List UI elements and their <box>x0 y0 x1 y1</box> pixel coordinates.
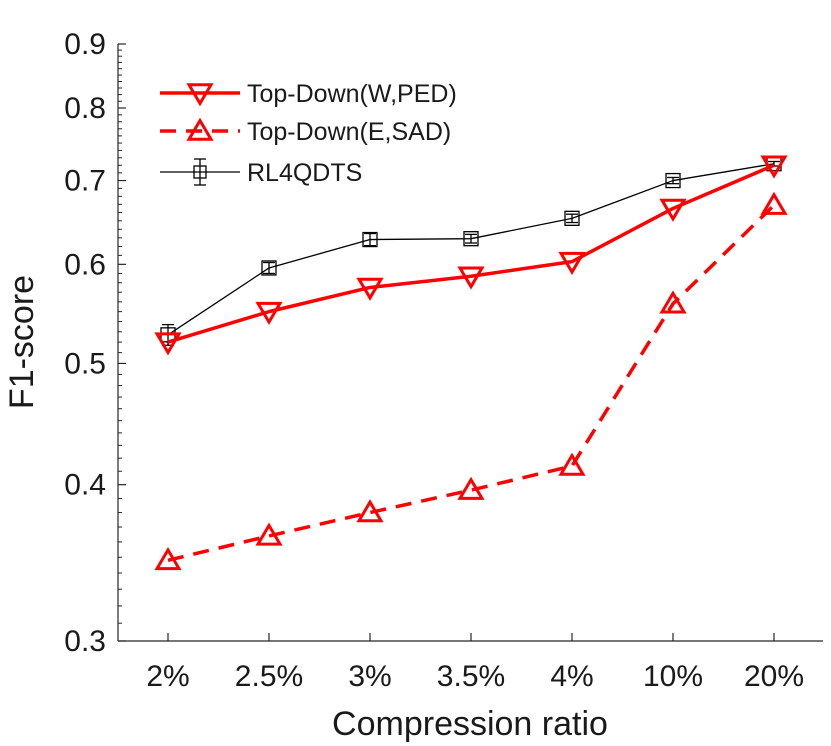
point-s0-1 <box>255 301 283 326</box>
series-line-1 <box>167 203 776 563</box>
legend-marker-0 <box>186 83 214 107</box>
point-s0-5 <box>659 198 687 222</box>
point-s0-0 <box>154 332 182 356</box>
y-tick-label: 0.6 <box>64 248 106 281</box>
point-s1-0 <box>154 546 182 571</box>
series-layer <box>154 155 788 571</box>
x-axis-title: Compression ratio <box>332 705 608 743</box>
point-s1-1 <box>255 522 283 546</box>
x-tick-label: 2% <box>146 660 189 693</box>
x-tick-label: 10% <box>643 660 703 693</box>
x-tick-label: 3% <box>348 660 391 693</box>
point-s2-5 <box>665 172 681 189</box>
y-tick-label: 0.4 <box>64 469 106 502</box>
y-tick-label: 0.5 <box>64 347 106 380</box>
point-s1-5 <box>659 290 687 314</box>
x-tick-label: 3.5% <box>437 660 505 693</box>
legend-marker-1 <box>186 117 214 141</box>
point-s0-4 <box>558 251 586 276</box>
legend-label-1: Top-Down(E,SAD) <box>247 118 451 146</box>
y-tick-label: 0.7 <box>64 165 106 198</box>
y-tick-label: 0.8 <box>64 92 106 125</box>
ticks: 0.3 0.4 0.5 0.6 0.7 0.8 0.9 2% 2.5% 3% 3.5% 4% 10% 20… <box>64 28 804 693</box>
point-s0-6 <box>760 155 788 179</box>
y-tick-label: 0.3 <box>64 625 106 658</box>
x-tick-label: 20% <box>744 660 804 693</box>
point-s1-3 <box>457 476 485 500</box>
legend-label-0: Top-Down(W,PED) <box>247 80 457 108</box>
point-s2-2 <box>362 231 378 248</box>
point-s2-3 <box>463 231 479 247</box>
point-s0-2 <box>356 277 384 301</box>
point-s2-1 <box>261 260 277 276</box>
legend-items <box>160 83 240 186</box>
x-tick-label: 4% <box>550 660 593 693</box>
point-s0-3 <box>457 266 485 290</box>
point-s1-4 <box>558 452 586 476</box>
x-tick-label: 2.5% <box>235 660 303 693</box>
series-line-0 <box>167 163 775 344</box>
legend-label-2: RL4QDTS <box>247 159 362 187</box>
point-s2-4 <box>564 210 580 226</box>
legend: Top-Down(W,PED) Top-Down(E,SAD) RL4QDTS <box>148 72 533 190</box>
point-s1-6 <box>760 191 788 215</box>
y-axis-title: F1-score <box>3 275 41 409</box>
point-s1-2 <box>356 499 384 523</box>
y-tick-label: 0.9 <box>64 28 106 61</box>
